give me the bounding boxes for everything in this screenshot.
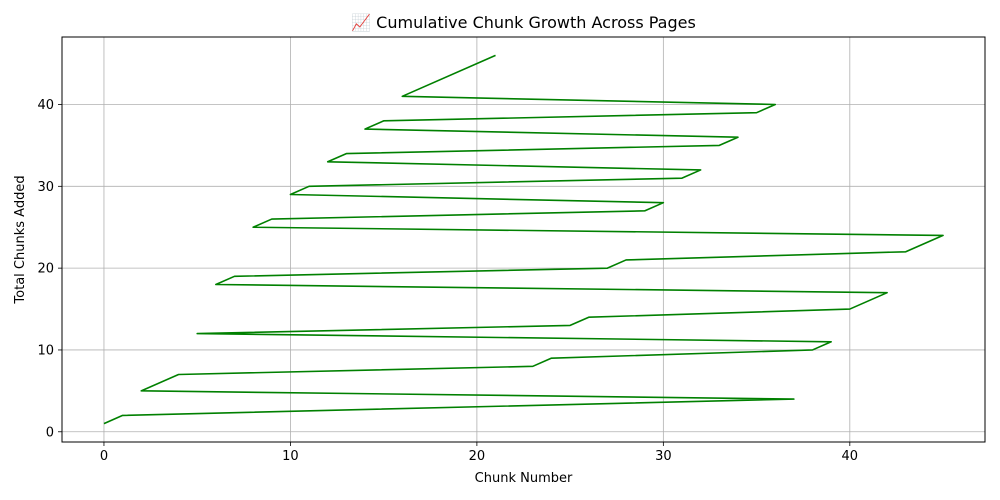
series-line [103,54,944,425]
y-tick-label: 30 [37,180,54,195]
plot-frame [61,36,986,443]
x-tick-label: 30 [655,449,672,464]
x-axis-title: Chunk Number [475,471,573,486]
y-axis-title: Total Chunks Added [13,175,28,304]
y-tick-label: 20 [37,262,54,277]
y-tick-label: 10 [37,343,54,358]
y-tick-label: 0 [46,425,54,440]
chart-title: 📈 Cumulative Chunk Growth Across Pages [351,13,696,32]
x-tick-label: 20 [469,449,486,464]
x-tick-label: 40 [842,449,859,464]
series-layer [103,54,944,425]
grid [62,37,985,442]
x-tick-label: 10 [282,449,299,464]
y-tick-label: 40 [37,98,54,113]
x-tick-label: 0 [100,449,108,464]
ticks: 0 10 20 30 40 0 10 20 30 40 [37,98,858,464]
